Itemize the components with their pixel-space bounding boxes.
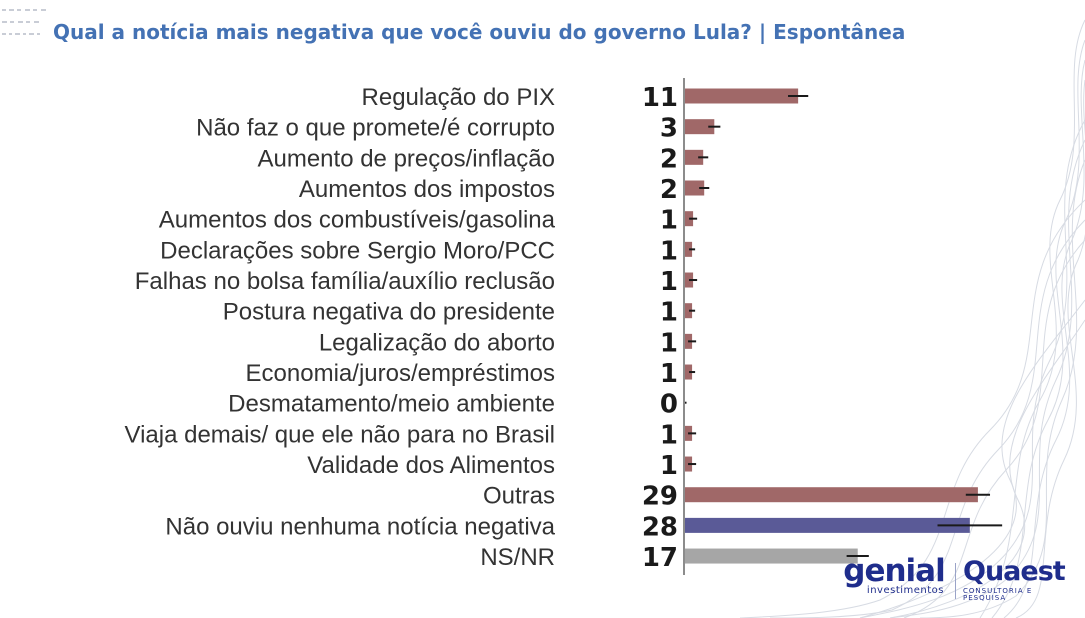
- bar-row: Legalização do aborto 1: [319, 328, 697, 358]
- bar-row: Não ouviu nenhuma notícia negativa 28: [165, 512, 1003, 542]
- bar-row: Postura negativa do presidente 1: [223, 298, 696, 328]
- category-label: Aumentos dos impostos: [299, 176, 555, 203]
- bar-row: Falhas no bolsa família/auxílio reclusão…: [135, 267, 698, 297]
- bar-row: Validade dos Alimentos 1: [307, 451, 697, 481]
- value-label: 2: [660, 175, 678, 205]
- category-label: Regulação do PIX: [362, 84, 555, 111]
- value-label: 0: [660, 390, 678, 420]
- bar: [684, 88, 799, 104]
- bar-row: Outras 29: [483, 482, 991, 512]
- value-label: 1: [660, 420, 678, 450]
- quaest-logo: Quaest CONSULTORIA E PESQUISA: [963, 558, 1075, 602]
- bar-row: Aumento de preços/inflação 2: [257, 144, 709, 174]
- corner-dot-pattern: [2, 9, 46, 35]
- bar: [684, 303, 693, 319]
- value-label: 29: [642, 482, 678, 512]
- bar-row: Economia/juros/empréstimos 1: [246, 359, 696, 389]
- quaest-logo-subtitle: CONSULTORIA E PESQUISA: [963, 587, 1033, 602]
- value-label: 11: [642, 83, 678, 113]
- value-label: 1: [660, 298, 678, 328]
- bar: [684, 548, 858, 564]
- logo-divider: [955, 563, 956, 599]
- bar-row: Aumentos dos impostos 2: [299, 175, 710, 205]
- category-label: Viaja demais/ que ele não para no Brasil: [125, 421, 556, 448]
- bar-row: NS/NR 17: [480, 543, 869, 573]
- category-label: NS/NR: [480, 544, 555, 571]
- bar-row: Aumentos dos combustíveis/gasolina 1: [159, 206, 698, 236]
- category-label: Aumentos dos combustíveis/gasolina: [159, 207, 556, 234]
- bar: [684, 149, 704, 165]
- value-label: 3: [660, 114, 678, 144]
- bar-row: Não faz o que promete/é corrupto 3: [196, 114, 721, 144]
- category-label: Não faz o que promete/é corrupto: [196, 115, 555, 142]
- genial-logo-text: genial: [843, 553, 945, 589]
- chart-title: Qual a notícia mais negativa que você ou…: [53, 20, 906, 44]
- bar: [684, 180, 705, 196]
- bar-row: Viaja demais/ que ele não para no Brasil…: [125, 420, 697, 450]
- category-label: Aumento de preços/inflação: [257, 145, 555, 172]
- category-label: Validade dos Alimentos: [307, 452, 555, 479]
- category-label: Declarações sobre Sergio Moro/PCC: [160, 237, 555, 264]
- category-label: Legalização do aborto: [319, 329, 555, 356]
- category-label: Postura negativa do presidente: [223, 299, 555, 326]
- value-label: 1: [660, 267, 678, 297]
- bar-row: Regulação do PIX 11: [362, 83, 809, 113]
- value-label: 1: [660, 206, 678, 236]
- bar: [684, 272, 694, 288]
- value-label: 1: [660, 236, 678, 266]
- category-label: Outras: [483, 483, 555, 510]
- value-label: 28: [642, 512, 678, 542]
- value-label: 1: [660, 359, 678, 389]
- bar: [684, 119, 715, 135]
- bar: [684, 364, 693, 380]
- bar-row: Declarações sobre Sergio Moro/PCC 1: [160, 236, 696, 266]
- genial-logo: genial investimentos: [838, 556, 950, 596]
- value-label: 17: [642, 543, 678, 573]
- category-label: Desmatamento/meio ambiente: [228, 391, 555, 418]
- category-label: Falhas no bolsa família/auxílio reclusão: [135, 268, 555, 295]
- category-label: Não ouviu nenhuma notícia negativa: [165, 513, 555, 540]
- bar: [684, 241, 693, 257]
- genial-logo-subtitle: investimentos: [866, 585, 944, 596]
- bar: [684, 487, 978, 503]
- bar: [684, 211, 694, 227]
- value-label: 1: [660, 451, 678, 481]
- value-label: 2: [660, 144, 678, 174]
- category-label: Economia/juros/empréstimos: [246, 360, 555, 387]
- bar-row: Desmatamento/meio ambiente 0: [228, 390, 687, 420]
- quaest-logo-text: Quaest: [963, 556, 1066, 587]
- value-label: 1: [660, 328, 678, 358]
- bar: [684, 517, 970, 533]
